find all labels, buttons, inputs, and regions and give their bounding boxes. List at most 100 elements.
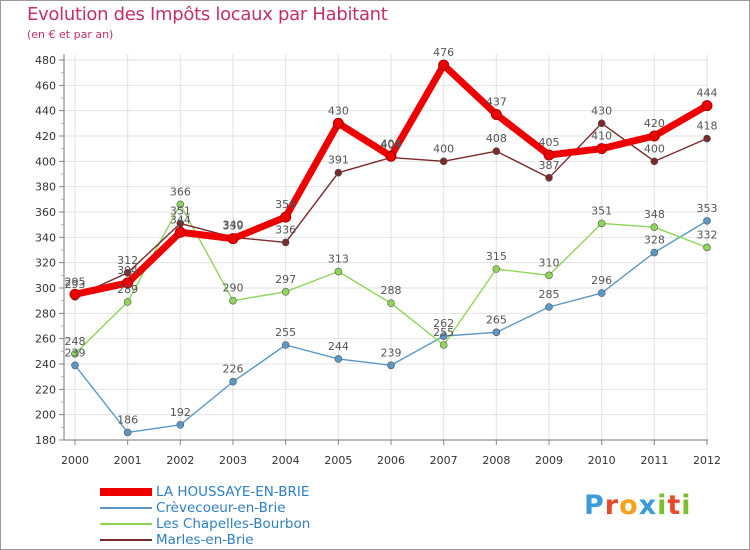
y-tick-label: 420 xyxy=(35,130,56,143)
data-label: 348 xyxy=(644,208,665,221)
data-point xyxy=(650,223,659,231)
x-tick-label: 2008 xyxy=(482,454,510,467)
data-point xyxy=(597,219,606,228)
data-point xyxy=(123,268,132,277)
data-point xyxy=(281,341,290,349)
data-label: 310 xyxy=(539,256,560,269)
data-label: 289 xyxy=(117,283,138,296)
x-tick-label: 2006 xyxy=(377,454,405,467)
data-point xyxy=(492,147,501,155)
data-label: 420 xyxy=(644,117,665,130)
data-label: 430 xyxy=(328,104,349,117)
data-label: 356 xyxy=(275,198,296,211)
data-point xyxy=(122,277,134,289)
y-tick-label: 180 xyxy=(35,434,56,447)
data-point xyxy=(545,271,553,280)
data-point xyxy=(703,134,711,143)
data-point xyxy=(545,174,553,182)
data-point xyxy=(176,200,185,209)
y-tick-label: 440 xyxy=(35,105,56,118)
y-tick-label: 300 xyxy=(35,282,56,295)
y-tick-label: 360 xyxy=(35,206,56,219)
x-tick-label: 2001 xyxy=(114,454,142,467)
data-point xyxy=(229,377,237,386)
data-label: 285 xyxy=(539,288,560,301)
chart-title: Evolution des Impôts locaux par Habitant xyxy=(27,4,388,25)
data-label: 391 xyxy=(328,154,349,167)
logo-letter: x xyxy=(638,490,658,521)
y-tick-label: 480 xyxy=(35,54,56,67)
x-tick-label: 2009 xyxy=(535,454,563,467)
data-label: 313 xyxy=(328,253,349,266)
data-point xyxy=(174,226,186,238)
data-label: 344 xyxy=(170,213,191,226)
data-point xyxy=(439,157,448,166)
data-point xyxy=(332,117,344,129)
data-point xyxy=(543,149,555,161)
data-label: 418 xyxy=(697,120,718,133)
legend-label: Les Chapelles-Bourbon xyxy=(156,516,311,532)
data-point xyxy=(597,289,606,297)
data-point xyxy=(334,168,343,177)
data-point xyxy=(387,299,395,308)
data-point xyxy=(492,265,501,273)
data-point xyxy=(281,287,290,296)
data-point xyxy=(492,328,501,337)
legend-label: Marles-en-Brie xyxy=(156,532,254,548)
data-point xyxy=(227,233,239,245)
data-label: 315 xyxy=(486,250,507,263)
data-label: 400 xyxy=(644,142,665,155)
logo-letter: P xyxy=(584,490,605,521)
data-point xyxy=(597,119,606,128)
data-label: 405 xyxy=(539,136,560,149)
data-label: 293 xyxy=(65,278,86,291)
data-label: 332 xyxy=(697,228,718,241)
data-label: 192 xyxy=(170,406,191,419)
data-point xyxy=(596,143,608,155)
y-tick-label: 280 xyxy=(35,307,56,320)
data-label: 404 xyxy=(381,137,402,150)
data-point xyxy=(703,243,711,252)
data-label: 255 xyxy=(275,326,296,339)
data-label: 410 xyxy=(591,130,612,143)
data-point xyxy=(123,298,132,306)
data-point xyxy=(71,361,79,370)
legend-swatch xyxy=(100,539,152,541)
data-label: 244 xyxy=(328,340,349,353)
logo-letter: o xyxy=(619,490,639,521)
data-label: 437 xyxy=(486,95,507,108)
y-tick-label: 340 xyxy=(35,231,56,244)
y-tick-label: 400 xyxy=(35,155,56,168)
data-point xyxy=(387,361,395,370)
data-point xyxy=(176,420,185,429)
data-label: 312 xyxy=(117,254,138,267)
data-label: 248 xyxy=(65,335,86,348)
data-label: 304 xyxy=(117,264,138,277)
data-point xyxy=(438,59,450,71)
y-tick-label: 240 xyxy=(35,358,56,371)
logo-letter: i xyxy=(681,490,692,521)
data-label: 297 xyxy=(275,273,296,286)
y-tick-label: 220 xyxy=(35,383,56,396)
y-tick-label: 260 xyxy=(35,333,56,346)
x-tick-label: 2002 xyxy=(166,454,194,467)
logo-letter: t xyxy=(667,490,682,521)
plot-area xyxy=(64,54,708,440)
legend-label: Crèvecoeur-en-Brie xyxy=(156,500,286,516)
x-tick-label: 2000 xyxy=(61,454,89,467)
data-point xyxy=(439,332,448,340)
data-label: 351 xyxy=(591,204,612,217)
data-label: 239 xyxy=(381,346,402,359)
data-point xyxy=(490,108,502,120)
x-tick-label: 2003 xyxy=(219,454,247,467)
y-tick-label: 460 xyxy=(35,79,56,92)
data-label: 296 xyxy=(591,274,612,287)
data-point xyxy=(648,130,660,142)
data-label: 186 xyxy=(117,413,138,426)
legend-swatch xyxy=(100,507,152,509)
data-label: 444 xyxy=(697,87,718,100)
data-label: 262 xyxy=(433,317,454,330)
data-point xyxy=(229,296,237,305)
data-label: 226 xyxy=(223,363,244,376)
data-label: 339 xyxy=(223,220,244,233)
